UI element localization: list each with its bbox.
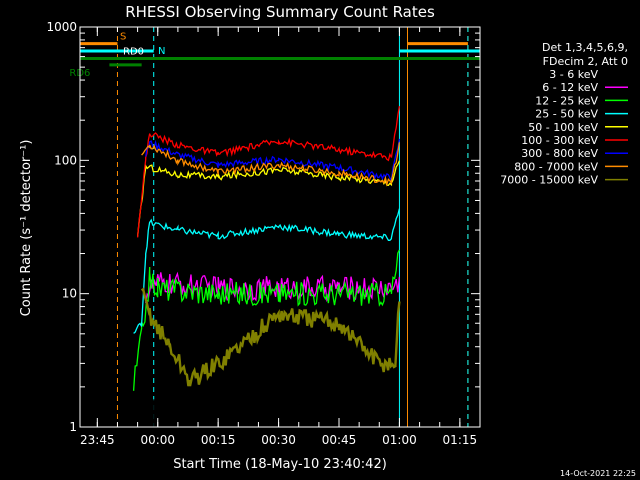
- x-tick-label-5: 01:00: [382, 433, 417, 447]
- legend-entry-label-4: 50 - 100 keV: [528, 121, 598, 134]
- series-line-0: [153, 392, 365, 427]
- y-tick-label-3: 1000: [46, 20, 77, 34]
- x-tick-label-4: 00:45: [322, 433, 357, 447]
- x-tick-label-0: 23:45: [80, 433, 115, 447]
- marker-label-n: N: [158, 46, 165, 57]
- x-tick-label-3: 00:30: [261, 433, 296, 447]
- y-tick-label-1: 10: [62, 287, 77, 301]
- legend: Det 1,3,4,5,6,9, FDecim 2, Att 0: [542, 41, 628, 68]
- x-tick-label-1: 00:00: [140, 433, 175, 447]
- series-line-5: [136, 106, 401, 238]
- legend-entry-label-3: 25 - 50 keV: [535, 108, 598, 121]
- series-line-3: [133, 208, 401, 334]
- marker-label-rd0: RD0: [123, 47, 144, 58]
- series-line-4: [136, 160, 401, 237]
- x-tick-label-2: 00:15: [201, 433, 236, 447]
- marker-label-s: S: [120, 32, 126, 43]
- y-tick-label-2: 100: [54, 153, 77, 167]
- legend-entry-label-2: 12 - 25 keV: [535, 94, 598, 107]
- legend-entry-label-1: 6 - 12 keV: [542, 81, 598, 94]
- legend-entry-label-5: 100 - 300 keV: [521, 134, 598, 147]
- legend-entry-label-0: 3 - 6 keV: [549, 68, 598, 81]
- x-tick-label-6: 01:15: [443, 433, 478, 447]
- series-line-8: [140, 287, 401, 387]
- legend-title-line-2: FDecim 2, Att 0: [543, 55, 628, 68]
- legend-entry-label-6: 300 - 800 keV: [521, 147, 598, 160]
- legend-entry-label-8: 7000 - 15000 keV: [500, 174, 598, 187]
- plot-frame: [79, 26, 481, 428]
- legend-entry-label-7: 800 - 7000 keV: [514, 160, 598, 173]
- x-axis-label: Start Time (18-May-10 23:40:42): [173, 457, 387, 472]
- footer-date: 14-Oct-2021 22:25: [560, 469, 636, 478]
- chart-title: RHESSI Observing Summary Count Rates: [125, 3, 435, 21]
- series-line-2: [132, 249, 400, 391]
- y-axis-label: Count Rate (s⁻¹ detector⁻¹): [19, 140, 34, 317]
- legend-title-line-1: Det 1,3,4,5,6,9,: [542, 41, 628, 54]
- series-line-7: [141, 142, 401, 187]
- y-tick-label-0: 1: [69, 420, 77, 434]
